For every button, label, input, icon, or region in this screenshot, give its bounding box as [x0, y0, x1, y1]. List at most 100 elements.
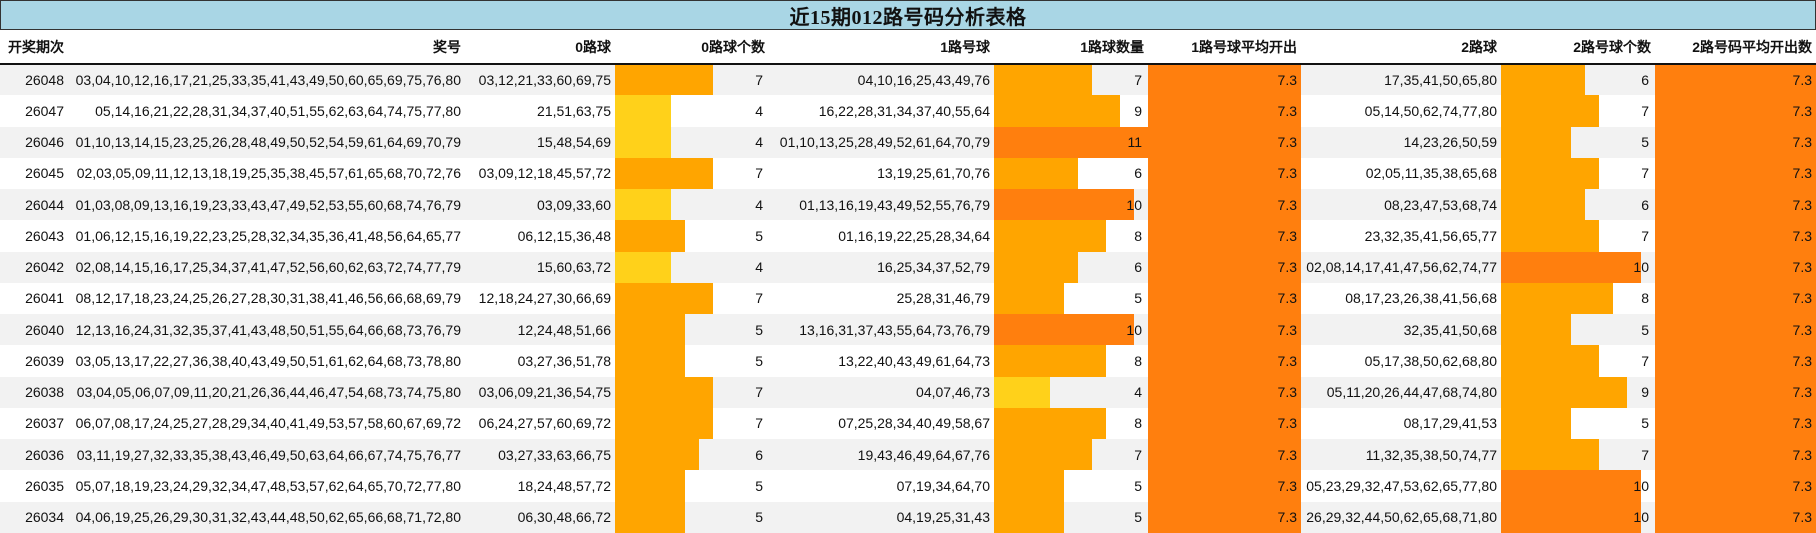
table-row: 26041 08,12,17,18,23,24,25,26,27,28,30,31…: [0, 282, 1816, 314]
count-bar: [994, 95, 1120, 127]
cell-route0-balls: 06,12,15,36,48: [465, 220, 615, 252]
cell-route1-avg: 7.3: [1148, 439, 1301, 471]
table-row: 26048 03,04,10,12,16,17,21,25,33,35,41,43…: [0, 64, 1816, 96]
table-row: 26045 02,03,05,09,11,12,13,18,19,25,35,38…: [0, 157, 1816, 189]
cell-route2-avg: 7.3: [1655, 501, 1816, 533]
cell-route1-avg: 7.3: [1148, 470, 1301, 502]
count-value: 6: [1641, 196, 1649, 213]
count-bar: [1501, 470, 1641, 502]
header-issue: 开奖期次: [0, 30, 68, 65]
cell-route1-count: 10: [994, 189, 1148, 221]
count-bar: [994, 376, 1050, 408]
header-row: 开奖期次 奖号 0路球 0路球个数 1路号球 1路球数量 1路号球平均开出 2路…: [0, 30, 1816, 65]
count-value: 5: [1134, 477, 1142, 494]
cell-route2-avg: 7.3: [1655, 126, 1816, 158]
count-bar: [994, 157, 1078, 189]
cell-issue: 26035: [0, 470, 68, 502]
count-bar: [615, 282, 713, 314]
cell-route1-balls: 16,25,34,37,52,79: [769, 251, 994, 283]
count-value: 7: [755, 290, 763, 307]
count-bar: [994, 470, 1064, 502]
cell-route0-balls: 15,60,63,72: [465, 251, 615, 283]
cell-route1-balls: 13,22,40,43,49,61,64,73: [769, 345, 994, 377]
table-row: 26036 03,11,19,27,32,33,35,38,43,46,49,50…: [0, 439, 1816, 471]
cell-route1-balls: 01,16,19,22,25,28,34,64: [769, 220, 994, 252]
count-bar: [615, 345, 685, 377]
table-row: 26047 05,14,16,21,22,28,31,34,37,40,51,55…: [0, 95, 1816, 127]
header-route1-balls: 1路号球: [769, 30, 994, 65]
table-row: 26039 03,05,13,17,22,27,36,38,40,43,49,50…: [0, 345, 1816, 377]
cell-numbers: 03,11,19,27,32,33,35,38,43,46,49,50,63,6…: [68, 439, 465, 471]
cell-route0-balls: 03,27,36,51,78: [465, 345, 615, 377]
cell-route2-count: 5: [1501, 126, 1655, 158]
count-value: 7: [1641, 446, 1649, 463]
count-value: 10: [1633, 477, 1649, 494]
cell-numbers: 08,12,17,18,23,24,25,26,27,28,30,31,38,4…: [68, 282, 465, 314]
cell-route0-count: 5: [615, 345, 769, 377]
cell-route2-balls: 05,23,29,32,47,53,62,65,77,80: [1301, 470, 1501, 502]
count-bar: [994, 251, 1078, 283]
count-bar: [615, 220, 685, 252]
cell-route0-balls: 18,24,48,57,72: [465, 470, 615, 502]
count-bar: [994, 282, 1064, 314]
cell-numbers: 02,08,14,15,16,17,25,34,37,41,47,52,56,6…: [68, 251, 465, 283]
count-value: 5: [755, 477, 763, 494]
cell-route2-avg: 7.3: [1655, 157, 1816, 189]
count-bar: [994, 501, 1064, 533]
table-row: 26037 06,07,08,17,24,25,27,28,29,34,40,41…: [0, 407, 1816, 439]
count-value: 6: [1134, 165, 1142, 182]
cell-issue: 26044: [0, 189, 68, 221]
cell-route2-balls: 02,05,11,35,38,65,68: [1301, 157, 1501, 189]
cell-issue: 26047: [0, 95, 68, 127]
cell-route2-avg: 7.3: [1655, 220, 1816, 252]
count-bar: [615, 95, 671, 127]
count-value: 7: [1134, 72, 1142, 89]
count-value: 7: [755, 165, 763, 182]
header-route1-avg: 1路号球平均开出: [1148, 30, 1301, 65]
cell-route2-count: 7: [1501, 95, 1655, 127]
cell-route0-count: 7: [615, 157, 769, 189]
cell-route2-count: 7: [1501, 439, 1655, 471]
count-bar: [994, 407, 1106, 439]
cell-numbers: 04,06,19,25,26,29,30,31,32,43,44,48,50,6…: [68, 501, 465, 533]
count-value: 11: [1127, 134, 1142, 151]
header-route1-count: 1路球数量: [994, 30, 1148, 65]
header-route2-avg: 2路号码平均开出数: [1655, 30, 1816, 65]
count-value: 5: [755, 227, 763, 244]
cell-route2-avg: 7.3: [1655, 345, 1816, 377]
cell-route2-count: 7: [1501, 345, 1655, 377]
cell-route1-count: 8: [994, 220, 1148, 252]
cell-numbers: 06,07,08,17,24,25,27,28,29,34,40,41,49,5…: [68, 407, 465, 439]
header-route0-balls: 0路球: [465, 30, 615, 65]
count-bar: [1501, 126, 1571, 158]
cell-route2-count: 9: [1501, 376, 1655, 408]
cell-route0-count: 7: [615, 376, 769, 408]
cell-numbers: 05,14,16,21,22,28,31,34,37,40,51,55,62,6…: [68, 95, 465, 127]
cell-route2-avg: 7.3: [1655, 376, 1816, 408]
cell-route1-balls: 07,25,28,34,40,49,58,67: [769, 407, 994, 439]
count-bar: [994, 65, 1092, 96]
count-bar: [615, 407, 713, 439]
cell-route0-count: 5: [615, 470, 769, 502]
cell-issue: 26046: [0, 126, 68, 158]
count-value: 8: [1134, 415, 1142, 432]
cell-route2-balls: 08,17,29,41,53: [1301, 407, 1501, 439]
cell-numbers: 02,03,05,09,11,12,13,18,19,25,35,38,45,5…: [68, 157, 465, 189]
cell-numbers: 12,13,16,24,31,32,35,37,41,43,48,50,51,5…: [68, 314, 465, 346]
cell-route1-avg: 7.3: [1148, 282, 1301, 314]
cell-route2-count: 7: [1501, 220, 1655, 252]
count-bar: [615, 126, 671, 158]
cell-issue: 26048: [0, 64, 68, 96]
cell-route2-balls: 08,17,23,26,38,41,56,68: [1301, 282, 1501, 314]
cell-route1-avg: 7.3: [1148, 126, 1301, 158]
count-value: 5: [755, 509, 763, 526]
cell-route2-count: 5: [1501, 407, 1655, 439]
count-bar: [615, 501, 685, 533]
count-value: 4: [1134, 384, 1142, 401]
count-bar: [615, 376, 713, 408]
cell-route1-balls: 16,22,28,31,34,37,40,55,64: [769, 95, 994, 127]
cell-route2-avg: 7.3: [1655, 314, 1816, 346]
cell-numbers: 03,05,13,17,22,27,36,38,40,43,49,50,51,6…: [68, 345, 465, 377]
cell-route0-count: 7: [615, 64, 769, 96]
table-body: 26048 03,04,10,12,16,17,21,25,33,35,41,43…: [0, 64, 1816, 533]
